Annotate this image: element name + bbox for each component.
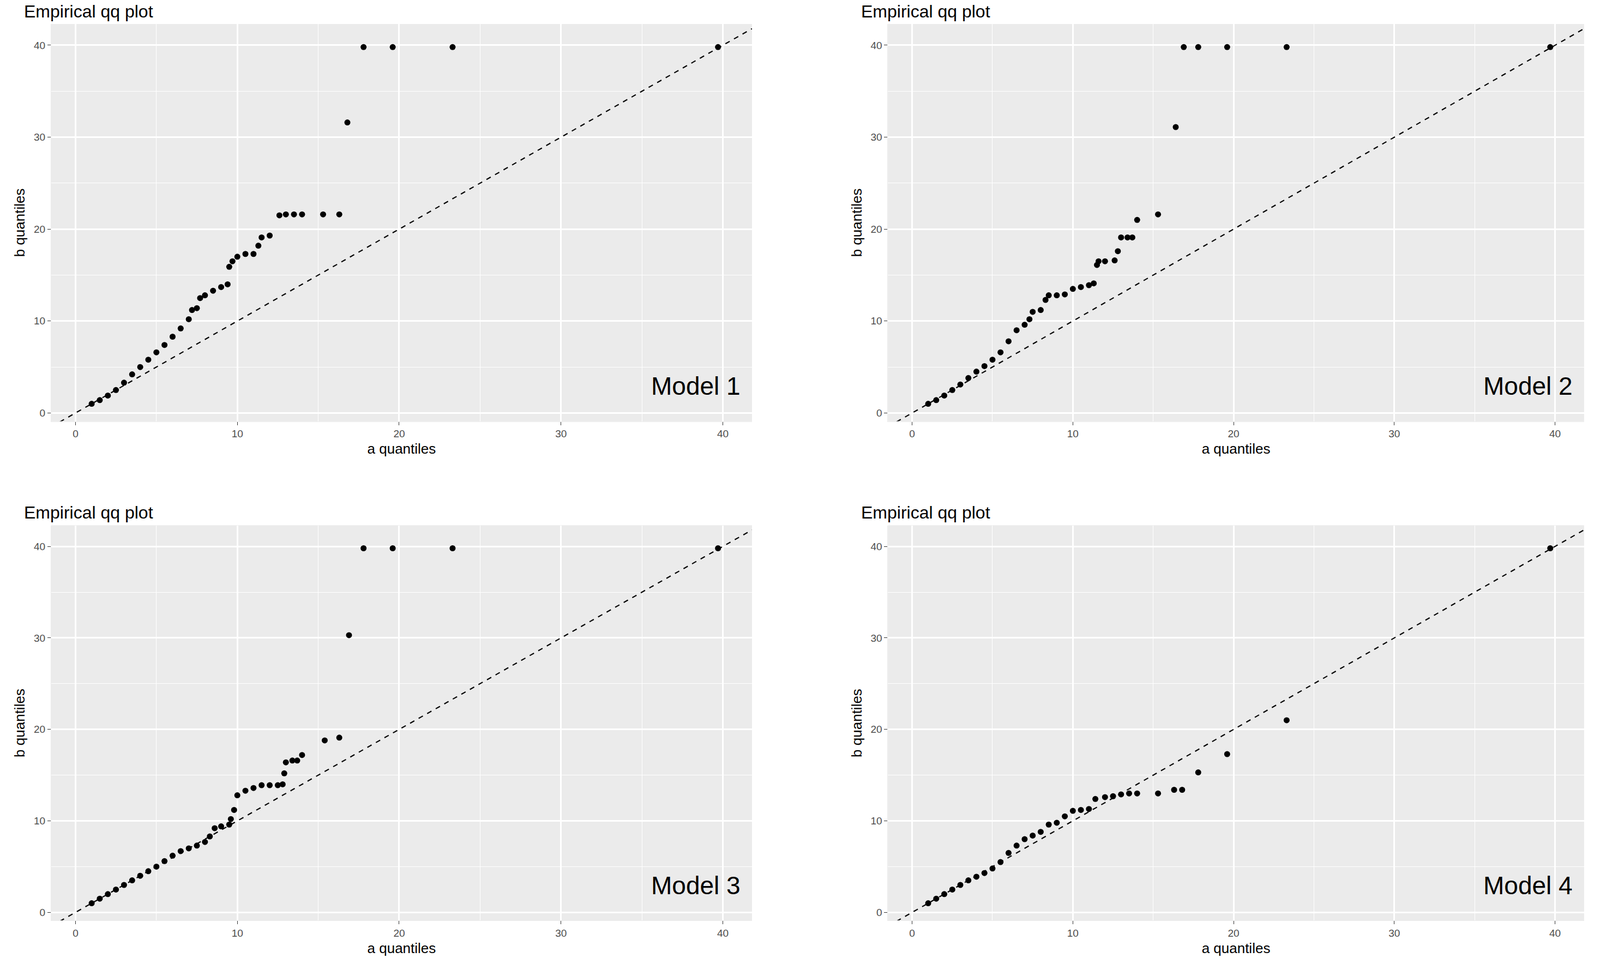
svg-text:40: 40 bbox=[870, 540, 882, 553]
svg-text:40: 40 bbox=[33, 540, 46, 553]
svg-text:20: 20 bbox=[870, 723, 882, 736]
svg-text:Model 1: Model 1 bbox=[651, 371, 741, 401]
svg-text:10: 10 bbox=[33, 315, 46, 327]
svg-text:20: 20 bbox=[33, 723, 46, 736]
svg-text:Empirical qq plot: Empirical qq plot bbox=[861, 1, 991, 22]
svg-text:20: 20 bbox=[870, 223, 882, 236]
svg-text:30: 30 bbox=[870, 131, 882, 143]
svg-text:20: 20 bbox=[393, 428, 405, 440]
svg-text:30: 30 bbox=[1388, 927, 1400, 940]
svg-text:40: 40 bbox=[1549, 927, 1561, 940]
svg-text:Model 3: Model 3 bbox=[651, 871, 741, 900]
svg-text:40: 40 bbox=[870, 39, 882, 52]
svg-text:Model 4: Model 4 bbox=[1483, 871, 1573, 900]
svg-text:20: 20 bbox=[1228, 927, 1240, 940]
svg-text:30: 30 bbox=[33, 632, 46, 645]
svg-text:0: 0 bbox=[876, 906, 883, 919]
svg-text:0: 0 bbox=[72, 927, 79, 940]
svg-text:a quantiles: a quantiles bbox=[367, 940, 437, 957]
svg-text:30: 30 bbox=[555, 927, 567, 940]
svg-text:20: 20 bbox=[393, 927, 405, 940]
svg-text:0: 0 bbox=[876, 407, 883, 419]
svg-text:a quantiles: a quantiles bbox=[1201, 940, 1271, 957]
svg-text:b quantiles: b quantiles bbox=[11, 688, 28, 758]
svg-text:40: 40 bbox=[33, 39, 46, 52]
svg-text:Model 2: Model 2 bbox=[1483, 371, 1573, 401]
svg-text:10: 10 bbox=[33, 815, 46, 827]
svg-text:20: 20 bbox=[33, 223, 46, 236]
svg-text:10: 10 bbox=[231, 428, 244, 440]
svg-text:Empirical qq plot: Empirical qq plot bbox=[23, 502, 154, 523]
svg-text:Empirical qq plot: Empirical qq plot bbox=[861, 502, 991, 523]
svg-text:30: 30 bbox=[33, 131, 46, 143]
svg-text:10: 10 bbox=[231, 927, 244, 940]
svg-text:b quantiles: b quantiles bbox=[11, 188, 28, 258]
svg-text:Empirical qq plot: Empirical qq plot bbox=[23, 1, 154, 22]
svg-text:b quantiles: b quantiles bbox=[848, 188, 865, 258]
svg-text:0: 0 bbox=[39, 407, 46, 419]
svg-text:40: 40 bbox=[717, 428, 729, 440]
svg-text:10: 10 bbox=[1067, 428, 1079, 440]
svg-text:30: 30 bbox=[1388, 428, 1400, 440]
svg-text:10: 10 bbox=[870, 815, 882, 827]
svg-text:0: 0 bbox=[39, 906, 46, 919]
svg-text:40: 40 bbox=[1549, 428, 1561, 440]
svg-text:40: 40 bbox=[717, 927, 729, 940]
svg-text:0: 0 bbox=[909, 927, 916, 940]
svg-text:0: 0 bbox=[72, 428, 79, 440]
svg-text:10: 10 bbox=[1067, 927, 1079, 940]
svg-text:20: 20 bbox=[1228, 428, 1240, 440]
svg-text:0: 0 bbox=[909, 428, 916, 440]
svg-text:a quantiles: a quantiles bbox=[367, 440, 437, 457]
svg-text:30: 30 bbox=[870, 632, 882, 645]
svg-text:30: 30 bbox=[555, 428, 567, 440]
svg-text:b quantiles: b quantiles bbox=[848, 688, 865, 758]
svg-text:10: 10 bbox=[870, 315, 882, 327]
svg-text:a quantiles: a quantiles bbox=[1201, 440, 1271, 457]
